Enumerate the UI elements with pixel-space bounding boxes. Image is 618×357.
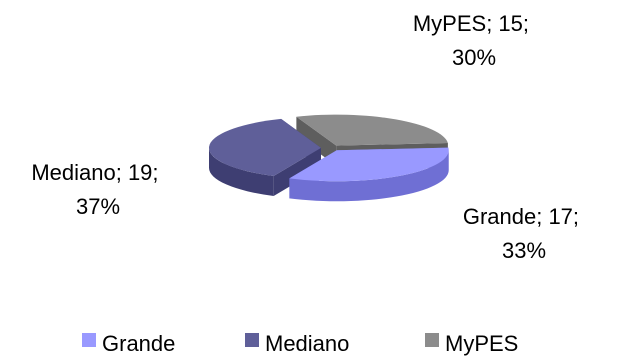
legend-label-mediano: Mediano: [265, 331, 349, 356]
pie-slice-top-mypes: [296, 114, 448, 146]
pie-slice-mediano: [209, 118, 322, 196]
data-label-mediano: Mediano; 19; 37%: [31, 160, 164, 219]
legend-swatch-mediano: [245, 333, 259, 347]
pie-slice-top-grande: [289, 147, 449, 182]
pie-slice-top-mediano: [209, 118, 322, 176]
data-label-mypes: MyPES; 15; 30%: [413, 11, 535, 70]
pie-slice-side-mediano: [209, 147, 274, 196]
pie-slice-wall-mypes: [296, 116, 337, 166]
legend-item-mypes: MyPES: [425, 331, 518, 356]
pie-slices: [209, 114, 449, 202]
legend: Grande Mediano MyPES: [82, 331, 518, 356]
pie-slice-grande: [289, 147, 449, 202]
legend-label-mypes: MyPES: [445, 331, 518, 356]
legend-label-grande: Grande: [102, 331, 175, 356]
pie-slice-wall-mediano: [273, 147, 322, 196]
pie-slice-side-grande: [289, 150, 449, 202]
data-label-grande: Grande; 17; 33%: [463, 204, 585, 263]
legend-swatch-mypes: [425, 333, 439, 347]
legend-item-grande: Grande: [82, 331, 175, 356]
legend-item-mediano: Mediano: [245, 331, 349, 356]
legend-swatch-grande: [82, 333, 96, 347]
